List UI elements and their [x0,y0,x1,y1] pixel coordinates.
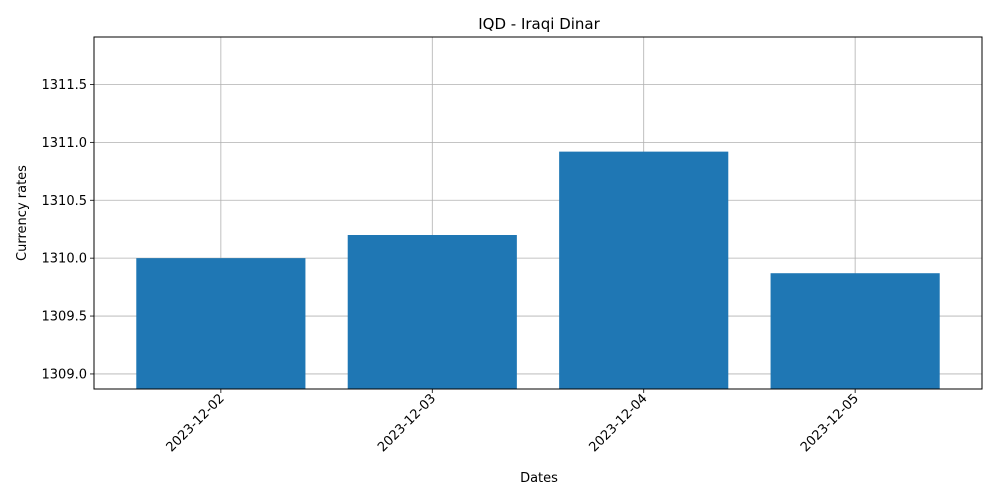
bar-2023-12-02 [136,258,306,389]
y-tick-label: 1311.5 [42,78,88,93]
y-tick-label: 1309.5 [42,310,88,325]
plot-frame [93,36,983,390]
y-axis-ticks: 1309.0 1309.5 1310.0 1310.5 1311.0 1311.5 [42,78,94,382]
bar-2023-12-04 [559,151,729,389]
y-tick-label: 1310.5 [42,194,88,209]
x-tick-label: 2023-12-05 [798,391,862,455]
x-axis-label: Dates [520,471,558,486]
bar-2023-12-05 [770,273,940,389]
bars [136,151,940,389]
chart-title: IQD - Iraqi Dinar [478,15,600,33]
x-axis-ticks: 2023-12-02 2023-12-03 2023-12-04 2023-12-05 [164,389,862,455]
y-tick-label: 1309.0 [42,367,88,382]
y-tick-label: 1310.0 [42,252,88,267]
y-axis-label: Currency rates [15,165,30,261]
x-tick-label: 2023-12-02 [164,391,228,455]
y-tick-label: 1311.0 [42,136,88,151]
x-tick-label: 2023-12-04 [587,391,651,455]
bar-2023-12-03 [347,235,517,389]
x-tick-label: 2023-12-03 [375,391,439,455]
